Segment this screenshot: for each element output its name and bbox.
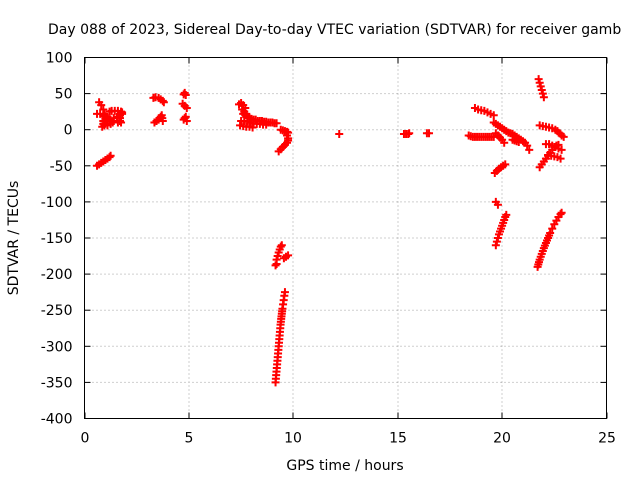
data-point (525, 145, 534, 154)
data-point (283, 131, 292, 140)
data-point (284, 251, 293, 260)
y-tick-label: -350 (41, 375, 73, 391)
data-point (182, 117, 191, 126)
data-point (97, 101, 106, 110)
grid-lines (84, 57, 607, 419)
chart-title: Day 088 of 2023, Sidereal Day-to-day VTE… (48, 22, 621, 38)
data-point (242, 109, 251, 118)
data-point (182, 104, 191, 113)
data-point (548, 224, 557, 233)
data-point (277, 241, 286, 250)
data-point (546, 228, 555, 237)
data-point (280, 288, 289, 297)
data-point (489, 111, 498, 120)
data-point (276, 242, 285, 251)
data-point (262, 120, 271, 129)
y-tick-label: 50 (55, 87, 73, 103)
data-point (557, 208, 566, 217)
data-point (335, 130, 344, 139)
data-points (93, 75, 568, 387)
data-point (272, 259, 281, 268)
plot-frame (84, 57, 607, 419)
y-tick-label: -300 (41, 339, 73, 355)
data-point (556, 154, 565, 163)
x-tick-label: 25 (598, 431, 616, 447)
y-tick-labels: 100 50 0 -50 -100 -150 -200 -250 -300 -350 -400 (41, 51, 73, 428)
data-point (500, 138, 509, 147)
data-point (556, 210, 565, 219)
y-tick-label: -150 (41, 231, 73, 247)
data-point (501, 160, 510, 169)
data-point (181, 91, 190, 100)
y-tick-label: -250 (41, 303, 73, 319)
data-point (514, 137, 523, 146)
data-point (115, 111, 124, 120)
y-tick-label: 100 (46, 51, 73, 67)
data-point (502, 210, 511, 219)
y-tick-label: -100 (41, 195, 73, 211)
y-axis-label: SDTVAR / TECUs (6, 181, 22, 296)
data-point (425, 129, 434, 138)
x-axis-label: GPS time / hours (286, 458, 403, 474)
data-point (559, 132, 568, 141)
data-point (405, 129, 414, 138)
y-tick-label: -50 (50, 159, 73, 175)
data-point (493, 200, 502, 209)
data-point (117, 118, 126, 127)
data-point (106, 151, 115, 160)
x-tick-label: 0 (81, 431, 90, 447)
y-tick-label: -400 (41, 412, 73, 428)
data-point (523, 141, 532, 150)
data-point (105, 153, 114, 162)
data-point (158, 96, 167, 105)
data-point (557, 145, 566, 154)
y-tick-label: 0 (64, 123, 73, 139)
y-tick-label: -200 (41, 267, 73, 283)
x-tick-label: 15 (389, 431, 407, 447)
x-tick-label: 5 (185, 431, 194, 447)
x-tick-label: 20 (493, 431, 511, 447)
data-point (271, 261, 280, 270)
data-point (156, 112, 165, 121)
data-point (272, 119, 281, 128)
data-point (159, 98, 168, 107)
x-tick-label: 10 (284, 431, 302, 447)
data-point (108, 118, 117, 127)
data-point (248, 123, 257, 132)
x-tick-labels: 0 5 10 15 20 25 (81, 431, 616, 447)
data-point (181, 112, 190, 121)
data-point (539, 93, 548, 102)
data-point (158, 117, 167, 126)
